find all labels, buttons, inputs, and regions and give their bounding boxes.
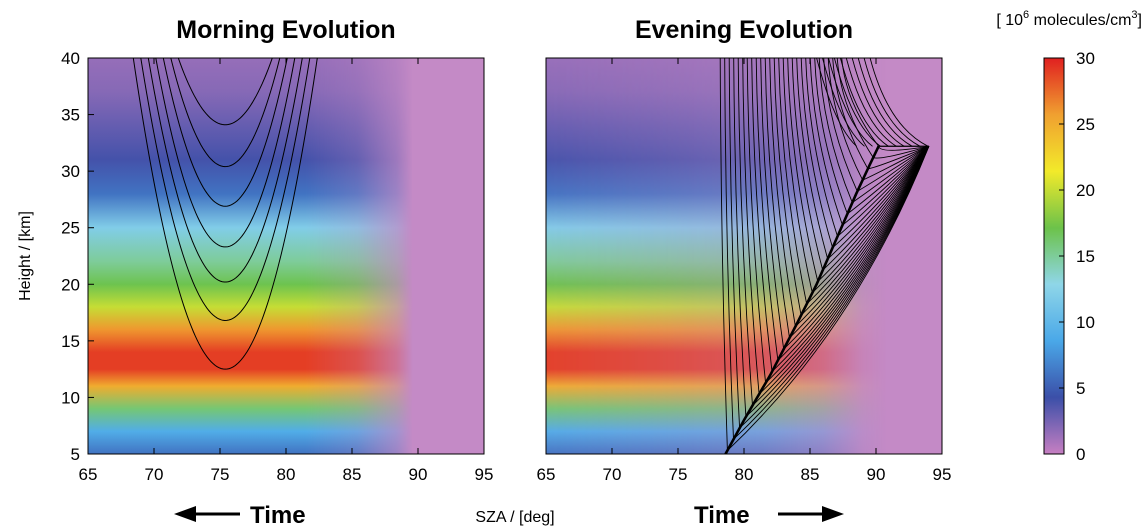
evening-trajectory xyxy=(818,58,930,204)
morning-trajectory xyxy=(147,58,303,283)
evening-upper-trajectory xyxy=(839,58,889,147)
arrow-left-head xyxy=(174,506,196,522)
evening-upper-trajectory xyxy=(833,58,881,147)
evening-xtick-label: 65 xyxy=(537,465,556,484)
morning-y-axis: 5 10 15 20 25 30 35 40 xyxy=(61,49,94,464)
morning-trajectory xyxy=(170,58,281,168)
morning-xtick-label: 85 xyxy=(343,465,362,484)
evening-xtick-label: 80 xyxy=(735,465,754,484)
colorbar-tick-label: 20 xyxy=(1076,181,1095,200)
morning-x-axis: 65 70 75 80 85 90 95 xyxy=(79,58,494,484)
colorbar-ticks: 0 5 10 15 20 25 30 xyxy=(1059,49,1095,464)
ytick-label: 5 xyxy=(71,445,80,464)
time-arrow-left: Time xyxy=(174,502,306,527)
morning-xtick-label: 90 xyxy=(409,465,428,484)
morning-trajectory xyxy=(140,58,311,322)
time-label-right: Time xyxy=(694,502,750,527)
terminator-curve xyxy=(724,145,880,454)
x-axis-label: SZA / [deg] xyxy=(475,509,554,526)
evening-trajectory xyxy=(809,58,930,226)
evening-xtick-label: 75 xyxy=(669,465,688,484)
evening-upper-trajectory xyxy=(816,58,857,147)
morning-trajectory xyxy=(162,58,288,207)
evening-upper-trajectory xyxy=(857,58,913,147)
morning-xtick-label: 70 xyxy=(145,465,164,484)
colorbar-label: [ 106 molecules/cm3] xyxy=(996,9,1142,29)
colorbar-tick-label: 30 xyxy=(1076,49,1095,68)
evening-xtick-label: 90 xyxy=(867,465,886,484)
evening-trajectory xyxy=(841,58,929,151)
morning-xtick-label: 75 xyxy=(211,465,230,484)
ytick-label: 25 xyxy=(61,219,80,238)
evening-x-axis: 65 70 75 80 85 90 95 xyxy=(537,58,952,484)
colorbar-tick-label: 25 xyxy=(1076,115,1095,134)
evening-upper-trajectory xyxy=(869,58,929,147)
morning-trajectory xyxy=(132,58,318,370)
morning-xtick-label: 65 xyxy=(79,465,98,484)
colorbar-tick-label: 0 xyxy=(1076,445,1085,464)
ytick-label: 35 xyxy=(61,106,80,125)
evening-upper-trajectory xyxy=(851,58,905,147)
y-axis-label: Height / [km] xyxy=(17,211,34,301)
evening-panel: Evening Evolution 65 70 75 80 85 90 95 SZA / [… xyxy=(475,16,951,527)
evening-upper-trajectory xyxy=(845,58,897,147)
morning-trajectories xyxy=(132,58,318,370)
evening-upper-trajectory xyxy=(828,58,873,147)
morning-heatmap xyxy=(88,58,484,454)
morning-trajectory xyxy=(177,58,273,126)
evening-xtick-label: 95 xyxy=(933,465,952,484)
arrow-right-head xyxy=(822,506,844,522)
ytick-label: 20 xyxy=(61,275,80,294)
colorbar-tick-label: 5 xyxy=(1076,379,1085,398)
ytick-label: 40 xyxy=(61,49,80,68)
colorbar-tick-label: 10 xyxy=(1076,313,1095,332)
evening-xtick-label: 70 xyxy=(603,465,622,484)
evening-title: Evening Evolution xyxy=(635,16,853,44)
ytick-label: 10 xyxy=(61,388,80,407)
morning-panel: Morning Evolution 65 70 75 80 85 90 95 5 10 15 20… xyxy=(17,16,493,527)
evening-upper-trajectory xyxy=(822,58,865,147)
ytick-label: 30 xyxy=(61,162,80,181)
time-label-left: Time xyxy=(250,502,306,527)
time-arrow-right: Time xyxy=(694,502,844,527)
morning-xtick-label: 95 xyxy=(475,465,494,484)
evening-xtick-label: 85 xyxy=(801,465,820,484)
colorbar: [ 106 molecules/cm3] 0 5 10 15 20 25 30 xyxy=(996,9,1142,464)
colorbar-tick-label: 15 xyxy=(1076,247,1095,266)
evening-trajectory xyxy=(836,58,929,159)
evening-upper-trajectory xyxy=(863,58,921,147)
ytick-label: 15 xyxy=(61,332,80,351)
morning-trajectory xyxy=(155,58,296,248)
morning-xtick-label: 80 xyxy=(277,465,296,484)
morning-title: Morning Evolution xyxy=(176,16,395,44)
